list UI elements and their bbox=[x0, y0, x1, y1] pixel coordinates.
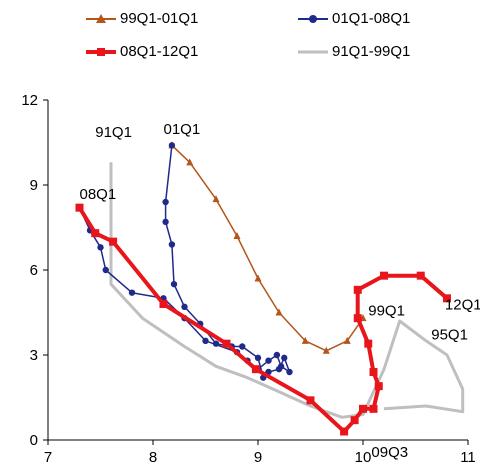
legend-label: 91Q1-99Q1 bbox=[332, 43, 411, 60]
point-annotation: 91Q1 bbox=[95, 124, 132, 141]
data-point bbox=[102, 266, 109, 274]
y-tick-label: 6 bbox=[30, 262, 38, 279]
legend-label: 08Q1-12Q1 bbox=[120, 43, 199, 60]
data-point bbox=[265, 357, 272, 364]
legend-label: 99Q1-01Q1 bbox=[120, 10, 199, 27]
legend-label: 01Q1-08Q1 bbox=[332, 10, 411, 27]
data-point bbox=[202, 337, 209, 345]
data-point bbox=[91, 229, 100, 238]
data-point bbox=[109, 237, 118, 246]
data-point bbox=[168, 142, 176, 149]
series-line bbox=[109, 162, 465, 419]
data-point bbox=[212, 195, 220, 203]
legend-item-01q1-08q1: 01Q1-08Q1 bbox=[298, 10, 410, 27]
y-tick-label: 0 bbox=[30, 432, 38, 449]
data-point bbox=[306, 396, 315, 405]
legend-item-08q1-12q1: 08Q1-12Q1 bbox=[86, 43, 198, 60]
data-point bbox=[301, 336, 309, 344]
x-tick-label: 10 bbox=[355, 449, 372, 466]
data-point bbox=[353, 285, 362, 294]
data-point bbox=[374, 382, 383, 391]
data-point bbox=[416, 271, 425, 280]
legend-marker-square-icon bbox=[86, 47, 116, 56]
legend-item-91q1-99q1: 91Q1-99Q1 bbox=[298, 43, 410, 60]
point-annotation: 12Q1 bbox=[445, 297, 480, 314]
data-point bbox=[186, 158, 194, 166]
data-point bbox=[97, 244, 104, 251]
data-point bbox=[277, 363, 285, 370]
data-point bbox=[322, 346, 330, 354]
data-point bbox=[222, 339, 231, 348]
data-point bbox=[75, 203, 84, 212]
y-tick-label: 12 bbox=[21, 92, 38, 109]
data-point bbox=[170, 280, 178, 288]
data-point bbox=[286, 368, 293, 376]
point-annotation: 08Q1 bbox=[80, 186, 117, 203]
data-point bbox=[128, 289, 136, 296]
y-tick-label: 3 bbox=[30, 347, 38, 364]
legend-marker-triangle-icon bbox=[86, 13, 116, 23]
x-tick-label: 8 bbox=[149, 449, 157, 466]
x-tick-label: 11 bbox=[460, 449, 476, 466]
data-point bbox=[353, 314, 362, 323]
data-point bbox=[168, 241, 176, 248]
series-line bbox=[171, 144, 364, 352]
data-point bbox=[273, 351, 281, 359]
data-point bbox=[181, 303, 188, 311]
legend-line-icon bbox=[298, 50, 328, 53]
data-point bbox=[239, 343, 246, 350]
data-point bbox=[359, 404, 367, 413]
data-point bbox=[162, 218, 169, 226]
data-point bbox=[364, 339, 373, 348]
data-point bbox=[251, 365, 260, 374]
data-point bbox=[162, 198, 169, 206]
data-point bbox=[369, 404, 378, 413]
data-point bbox=[369, 368, 378, 376]
data-point bbox=[212, 340, 220, 347]
legend-item-99q1-01q1: 99Q1-01Q1 bbox=[86, 10, 198, 27]
data-point bbox=[254, 354, 262, 362]
data-point bbox=[281, 354, 288, 362]
series-line bbox=[77, 206, 449, 434]
data-point bbox=[275, 308, 283, 316]
data-point bbox=[340, 427, 349, 436]
x-tick-label: 9 bbox=[254, 449, 262, 466]
x-tick-label: 7 bbox=[44, 449, 52, 466]
data-point bbox=[233, 232, 241, 239]
data-point bbox=[159, 300, 168, 308]
point-annotation: 95Q1 bbox=[431, 326, 468, 343]
data-point bbox=[443, 294, 451, 303]
legend-marker-circle-icon bbox=[298, 14, 328, 23]
y-tick-label: 9 bbox=[30, 177, 38, 194]
data-point bbox=[343, 336, 351, 344]
point-annotation: 09Q3 bbox=[371, 444, 408, 461]
point-annotation: 01Q1 bbox=[164, 121, 201, 138]
point-annotation: 99Q1 bbox=[368, 302, 405, 319]
data-point bbox=[380, 271, 388, 280]
data-point bbox=[254, 274, 262, 282]
data-point bbox=[350, 416, 359, 425]
